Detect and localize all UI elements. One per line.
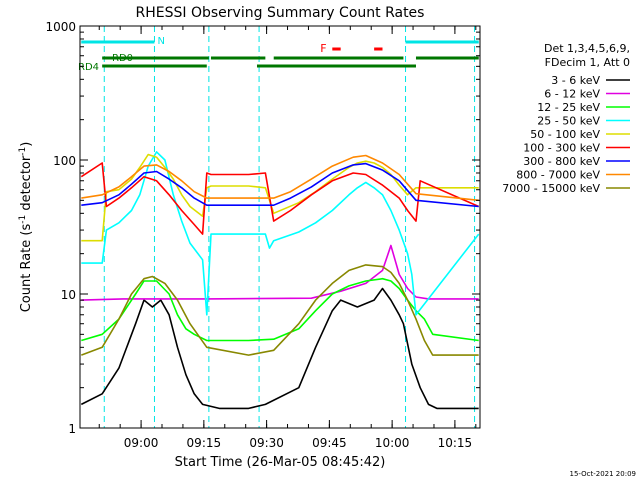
series-line-5 xyxy=(80,162,480,235)
series-line-6 xyxy=(81,162,479,208)
x-tick-label-5: 10:15 xyxy=(438,436,473,450)
timestamp: 15-Oct-2021 20:09 xyxy=(570,470,636,478)
y-tick-label-0: 1 xyxy=(68,422,76,436)
legend-label-7: 800 - 7000 keV xyxy=(516,169,600,182)
plot-area: N RD0 RD4 F xyxy=(78,26,480,428)
series-line-4 xyxy=(81,153,479,242)
legend-label-6: 300 - 800 keV xyxy=(523,155,600,168)
legend-label-1: 6 - 12 keV xyxy=(544,88,600,101)
x-axis-ticks: 09:00 09:15 09:30 09:45 10:00 10:15 xyxy=(98,26,477,450)
legend-label-5: 100 - 300 keV xyxy=(523,142,600,155)
legend-label-3: 25 - 50 keV xyxy=(537,115,600,128)
y-tick-label-3: 1000 xyxy=(45,20,76,34)
legend-label-4: 50 - 100 keV xyxy=(530,128,600,141)
legend: Det 1,3,4,5,6,9, FDecim 1, Att 0 3 - 6 k… xyxy=(502,42,630,195)
y-axis-label: Count Rate (s-1 detector-1) xyxy=(18,142,34,313)
y-tick-label-2: 100 xyxy=(53,154,76,168)
series-line-0 xyxy=(80,287,479,410)
y-label-part3: ) xyxy=(19,142,34,147)
series-line-7 xyxy=(81,154,479,202)
green-bar-label-rd0: RD0 xyxy=(112,53,133,64)
flare-flag-label: F xyxy=(320,42,326,55)
y-label-part2: detector xyxy=(19,155,34,215)
y-label-sup2: -1 xyxy=(18,147,28,156)
x-tick-label-3: 09:45 xyxy=(312,436,347,450)
x-tick-label-1: 09:15 xyxy=(187,436,222,450)
legend-header-1: Det 1,3,4,5,6,9, xyxy=(544,42,630,55)
plot-frame xyxy=(79,25,481,429)
legend-header-2: FDecim 1, Att 0 xyxy=(545,56,630,69)
x-tick-label-4: 10:00 xyxy=(375,436,410,450)
y-axis-ticks: 1 10 100 1000 xyxy=(45,20,480,436)
legend-label-0: 3 - 6 keV xyxy=(551,74,600,87)
legend-label-2: 12 - 25 keV xyxy=(537,101,600,114)
series-line-3 xyxy=(81,151,480,316)
series-line-1 xyxy=(81,244,479,301)
x-tick-label-0: 09:00 xyxy=(124,436,159,450)
series-line-8 xyxy=(81,264,479,356)
y-label-sup1: -1 xyxy=(18,215,28,224)
legend-label-8: 7000 - 15000 keV xyxy=(502,182,600,195)
y-tick-label-1: 10 xyxy=(61,288,76,302)
x-axis-label: Start Time (26-Mar-05 08:45:42) xyxy=(175,455,386,470)
chart-title: RHESSI Observing Summary Count Rates xyxy=(136,5,425,21)
y-label-part1: Count Rate (s xyxy=(19,224,34,313)
x-tick-label-2: 09:30 xyxy=(249,436,284,450)
cyan-bar-label: N xyxy=(157,36,164,47)
green-bar-label-rd4: RD4 xyxy=(78,62,99,73)
